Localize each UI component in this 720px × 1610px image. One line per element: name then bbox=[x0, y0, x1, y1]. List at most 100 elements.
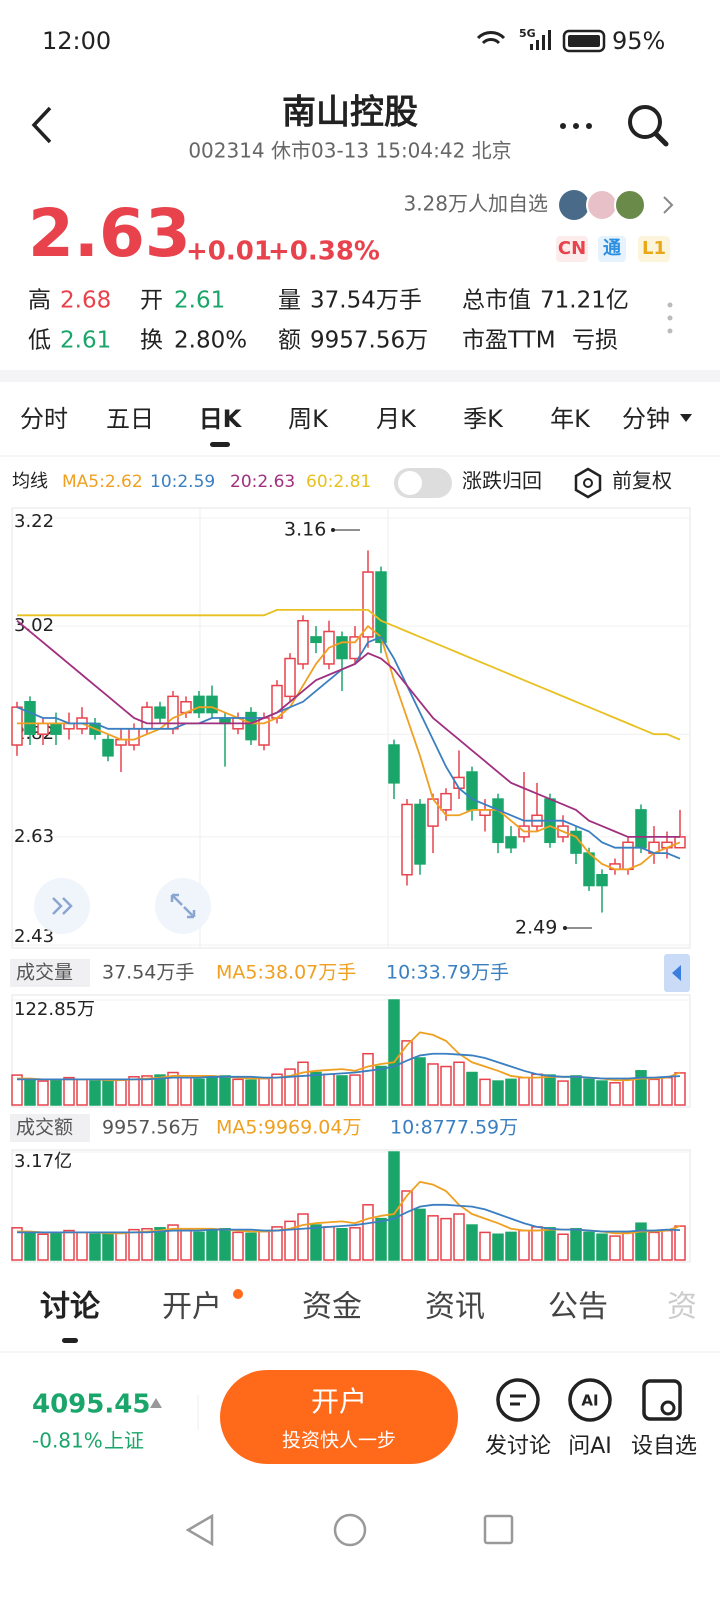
period-tab-active[interactable]: 日K bbox=[199, 405, 243, 433]
bar bbox=[232, 1078, 244, 1106]
bottom-tab[interactable]: 资金 bbox=[302, 1290, 362, 1325]
candle-body bbox=[141, 706, 153, 730]
bar bbox=[635, 1222, 647, 1261]
bottom-tab[interactable]: 资 bbox=[667, 1290, 697, 1325]
candle-body bbox=[310, 636, 322, 644]
bar bbox=[492, 1233, 504, 1261]
search-button[interactable] bbox=[628, 105, 669, 147]
nav-recent[interactable] bbox=[483, 1514, 514, 1545]
bar bbox=[89, 1233, 101, 1261]
legend-item: 60:2.81 bbox=[306, 472, 371, 492]
bar bbox=[310, 1224, 322, 1261]
bar bbox=[427, 1063, 439, 1106]
stock-title: 南山控股 bbox=[282, 93, 418, 133]
adjust-icon-dot bbox=[583, 478, 593, 488]
candle-body bbox=[206, 695, 218, 714]
candle-body bbox=[245, 711, 257, 741]
bar bbox=[193, 1078, 205, 1106]
watchers-arrow[interactable] bbox=[663, 196, 674, 214]
back-button[interactable] bbox=[31, 106, 52, 144]
bar bbox=[596, 1233, 608, 1261]
open-account-button[interactable] bbox=[220, 1370, 458, 1464]
stat-label: 额 bbox=[278, 328, 301, 354]
bar bbox=[544, 1227, 556, 1261]
period-tab[interactable]: 季K bbox=[463, 405, 504, 433]
action-label: 问AI bbox=[568, 1434, 612, 1459]
clock: 12:00 bbox=[42, 27, 111, 55]
ai-icon[interactable]: AI bbox=[568, 1378, 612, 1422]
bar bbox=[596, 1080, 608, 1106]
candle-body bbox=[102, 738, 114, 757]
period-tab[interactable]: 月K bbox=[376, 405, 417, 433]
bar bbox=[544, 1074, 556, 1106]
bar bbox=[336, 1075, 348, 1106]
bottom-tab[interactable]: 资讯 bbox=[425, 1290, 485, 1325]
bar bbox=[154, 1074, 166, 1106]
badge-bg bbox=[556, 236, 588, 262]
candle-body bbox=[284, 657, 296, 698]
watch-icon[interactable] bbox=[642, 1379, 682, 1421]
candle-body bbox=[362, 571, 374, 638]
wifi-icon bbox=[476, 31, 506, 45]
adjust-icon[interactable] bbox=[574, 467, 602, 499]
candle-body bbox=[414, 803, 426, 865]
watchers: 3.28万人加自选 bbox=[403, 192, 548, 216]
bar bbox=[232, 1231, 244, 1261]
bar bbox=[141, 1227, 153, 1261]
candle-body bbox=[583, 852, 595, 887]
candle-body bbox=[24, 701, 36, 735]
panel-current: 9957.56万 bbox=[102, 1117, 200, 1139]
toggle-label: 涨跌归回 bbox=[462, 469, 542, 493]
stat-label: 市盈TTM bbox=[462, 328, 556, 354]
period-tab[interactable]: 周K bbox=[288, 405, 329, 433]
bar bbox=[674, 1072, 686, 1106]
bar bbox=[154, 1227, 166, 1261]
bar bbox=[258, 1230, 270, 1261]
bottom-tab-active[interactable]: 讨论 bbox=[40, 1290, 101, 1325]
button-sub: 投资快人一步 bbox=[282, 1430, 396, 1452]
volume-frame bbox=[11, 994, 691, 1108]
bar bbox=[89, 1080, 101, 1106]
adjust-label[interactable]: 前复权 bbox=[612, 469, 672, 493]
expand-dots[interactable] bbox=[667, 302, 673, 334]
nav-back[interactable] bbox=[185, 1513, 214, 1547]
bar bbox=[63, 1076, 75, 1106]
price: 2.63 bbox=[28, 195, 191, 272]
ma-line bbox=[17, 1052, 681, 1081]
bar bbox=[518, 1076, 530, 1106]
dropdown-arrow[interactable] bbox=[680, 414, 692, 422]
legend-item: 10:8777.59万 bbox=[390, 1117, 518, 1139]
bottom-tab[interactable]: 公告 bbox=[548, 1290, 608, 1325]
ma-line bbox=[16, 620, 680, 838]
bar bbox=[245, 1232, 257, 1261]
scroll-button[interactable] bbox=[34, 878, 90, 934]
fullscreen-button[interactable] bbox=[155, 878, 211, 934]
candle-body bbox=[37, 722, 49, 735]
bar bbox=[622, 1078, 634, 1106]
bar bbox=[24, 1079, 36, 1106]
period-tab[interactable]: 年K bbox=[550, 405, 591, 433]
candle-body bbox=[596, 873, 608, 887]
candle-body bbox=[388, 744, 400, 784]
tab-indicator bbox=[62, 1338, 78, 1343]
bar bbox=[570, 1227, 582, 1261]
amount-frame bbox=[11, 1149, 691, 1263]
period-tab[interactable]: 五日 bbox=[106, 405, 154, 433]
bottom-tab[interactable]: 开户 bbox=[162, 1290, 222, 1325]
period-tab[interactable]: 分时 bbox=[20, 405, 68, 433]
panel-current: 37.54万手 bbox=[102, 962, 194, 984]
bar bbox=[466, 1071, 478, 1106]
nav-home[interactable] bbox=[333, 1513, 367, 1547]
divider bbox=[0, 370, 720, 382]
bar bbox=[297, 1061, 309, 1106]
more-button[interactable] bbox=[560, 123, 592, 129]
legend-item: 10:33.79万手 bbox=[386, 962, 509, 984]
annotation-dot bbox=[331, 528, 335, 532]
stat-label: 换 bbox=[140, 328, 163, 354]
bar bbox=[193, 1231, 205, 1261]
period-tab[interactable]: 分钟 bbox=[622, 405, 670, 433]
discuss-icon[interactable] bbox=[496, 1378, 540, 1422]
bar bbox=[180, 1076, 192, 1106]
bar bbox=[219, 1227, 231, 1261]
annotation: 3.16 bbox=[284, 519, 326, 541]
